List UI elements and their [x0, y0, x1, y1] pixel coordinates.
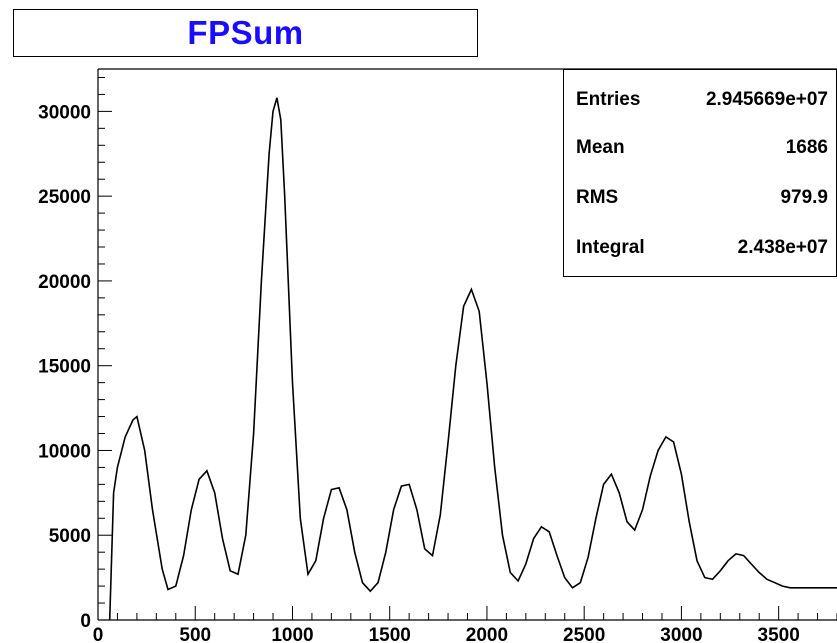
stats-box: Entries 2.945669e+07 Mean 1686 RMS 979.9…	[563, 69, 837, 277]
y-tick-label: 5000	[49, 526, 91, 547]
stats-label-mean: Mean	[576, 137, 625, 158]
stats-row-rms: RMS 979.9	[564, 178, 836, 218]
stats-value-integral: 2.438e+07	[737, 237, 828, 258]
stats-row-mean: Mean 1686	[564, 128, 836, 168]
stats-label-rms: RMS	[576, 187, 619, 208]
stats-row-entries: Entries 2.945669e+07	[564, 80, 836, 120]
chart-title: FPSum	[187, 14, 304, 51]
x-tick-label: 3500	[758, 625, 800, 643]
x-tick-label: 2500	[563, 625, 605, 643]
stats-row-integral: Integral 2.438e+07	[564, 228, 836, 268]
x-tick-label: 2000	[466, 625, 508, 643]
histogram-series-line	[108, 97, 837, 621]
chart-title-box: FPSum	[13, 9, 478, 57]
x-tick-label: 500	[179, 625, 211, 643]
x-tick-label: 1000	[271, 625, 313, 643]
y-tick-label: 0	[80, 611, 91, 632]
stats-value-rms: 979.9	[780, 187, 828, 208]
y-tick-label: 10000	[38, 441, 91, 462]
y-tick-label: 20000	[38, 272, 91, 293]
x-tick-label: 0	[93, 625, 104, 643]
y-tick-label: 30000	[38, 102, 91, 123]
x-tick-label: 1500	[369, 625, 411, 643]
y-tick-label: 15000	[38, 357, 91, 378]
stats-label-entries: Entries	[576, 89, 641, 110]
stats-value-entries: 2.945669e+07	[705, 89, 828, 110]
x-tick-label: 3000	[660, 625, 702, 643]
stats-label-integral: Integral	[576, 237, 645, 258]
stats-value-mean: 1686	[785, 137, 828, 158]
y-tick-label: 25000	[38, 187, 91, 208]
